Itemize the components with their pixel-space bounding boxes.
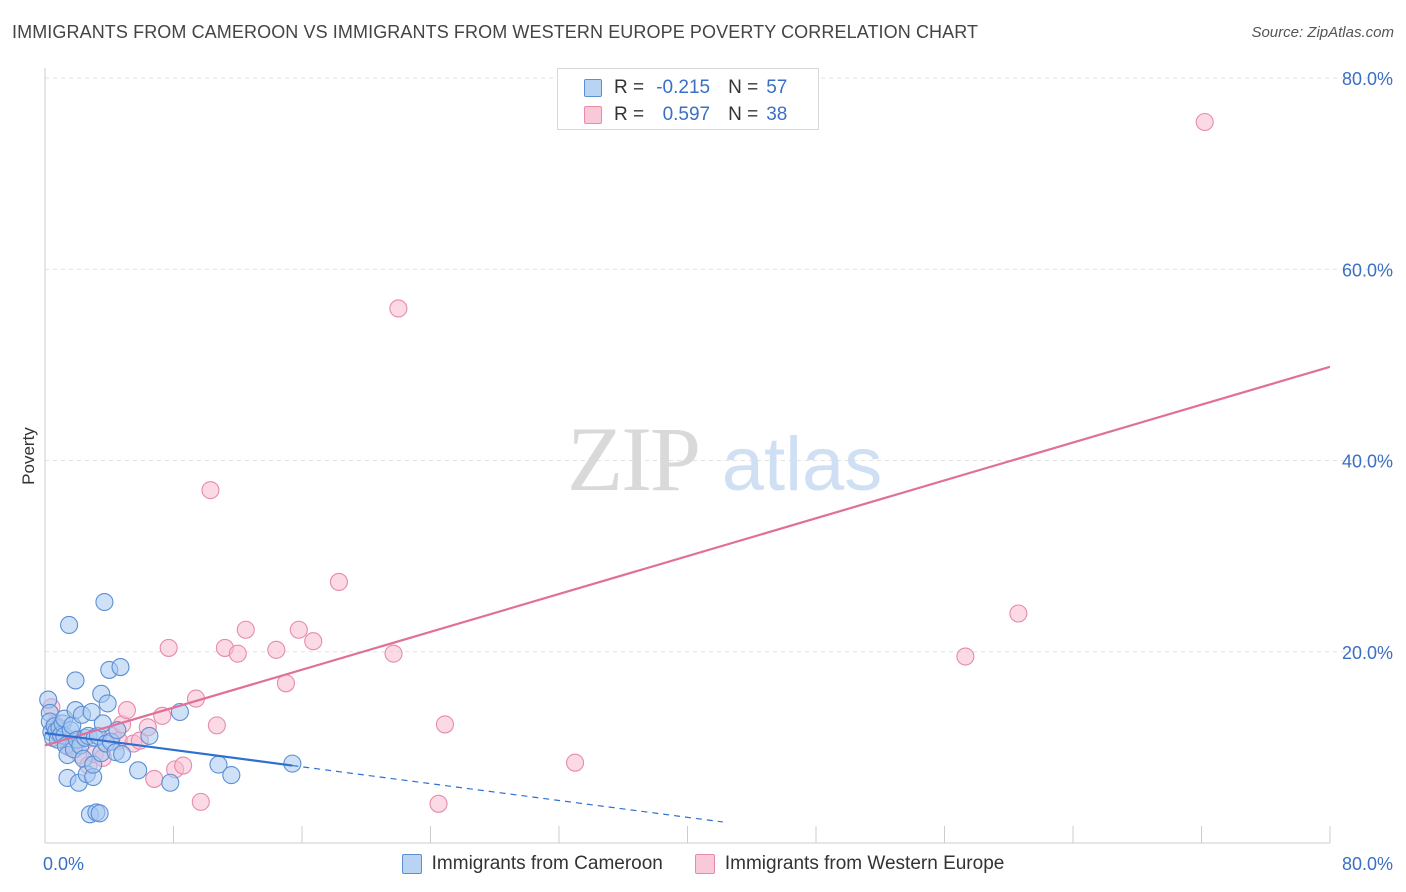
cameroon-point bbox=[129, 761, 148, 780]
western-europe-point bbox=[228, 644, 247, 663]
series-swatch-cameroon bbox=[401, 854, 422, 874]
western-europe-point bbox=[159, 638, 178, 657]
grid-lines bbox=[45, 77, 1392, 653]
western-europe-point bbox=[117, 701, 136, 720]
cameroon-point bbox=[283, 754, 302, 773]
series-name-cameroon: Immigrants from Cameroon bbox=[431, 853, 663, 874]
cameroon-point bbox=[98, 694, 117, 713]
legend-r-value: -0.215 bbox=[656, 77, 711, 98]
y-tick-label: 20.0% bbox=[1342, 643, 1393, 663]
western-europe-point bbox=[145, 769, 164, 788]
cameroon-point bbox=[161, 773, 180, 792]
legend-swatch-western-europe bbox=[584, 106, 602, 124]
legend-n-value: 57 bbox=[766, 77, 788, 98]
cameroon-point bbox=[140, 726, 159, 745]
western-europe-point bbox=[267, 640, 286, 659]
source-credit: Source: ZipAtlas.com bbox=[1251, 24, 1394, 41]
legend-n-value: 38 bbox=[766, 104, 788, 125]
western-europe-point bbox=[207, 716, 226, 735]
watermark: ZIP atlas bbox=[567, 408, 882, 510]
western-europe-point bbox=[1009, 604, 1028, 623]
watermark-zip: ZIP bbox=[567, 408, 699, 510]
x-tick-label: 80.0% bbox=[1342, 854, 1393, 874]
cameroon-points bbox=[39, 592, 302, 824]
legend-n-label: N = bbox=[728, 104, 759, 125]
western-europe-point bbox=[304, 632, 323, 651]
cameroon-point bbox=[222, 766, 241, 785]
tick-labels: 20.0% 40.0% 60.0% 80.0% 0.0% 80.0% bbox=[43, 69, 1393, 874]
chart-title: IMMIGRANTS FROM CAMEROON VS IMMIGRANTS F… bbox=[12, 22, 979, 42]
western-europe-point bbox=[956, 647, 975, 666]
y-tick-label: 40.0% bbox=[1342, 452, 1393, 472]
series-name-western-europe: Immigrants from Western Europe bbox=[724, 853, 1005, 874]
legend-r-label: R = bbox=[614, 104, 645, 125]
legend-row-cameroon: R = -0.215 N = 57 bbox=[584, 76, 787, 100]
western-europe-point bbox=[435, 715, 455, 734]
western-europe-point bbox=[1195, 112, 1214, 132]
legend-n-label: N = bbox=[728, 77, 759, 98]
x-tick-label: 0.0% bbox=[43, 854, 84, 874]
correlation-legend: R = -0.215 N = 57 R = 0.597 N = 38 bbox=[557, 68, 819, 130]
western-europe-point bbox=[429, 794, 448, 813]
y-tick-label: 80.0% bbox=[1342, 69, 1393, 89]
western-europe-point bbox=[174, 756, 193, 775]
series-legend: Immigrants from Cameroon Immigrants from… bbox=[0, 851, 1406, 877]
cameroon-point bbox=[66, 671, 85, 690]
cameroon-trend-line bbox=[44, 731, 293, 767]
western-europe-point bbox=[389, 299, 408, 318]
cameroon-trend-extension bbox=[292, 764, 723, 823]
western-europe-point bbox=[566, 753, 585, 772]
cameroon-point bbox=[90, 804, 109, 823]
series-swatch-western-europe bbox=[694, 854, 715, 874]
legend-swatch-cameroon bbox=[584, 79, 602, 97]
series-legend-western-europe: Immigrants from Western Europe bbox=[694, 853, 1005, 875]
western-europe-point bbox=[201, 481, 220, 500]
cameroon-point bbox=[111, 657, 130, 677]
y-tick-label: 60.0% bbox=[1342, 260, 1393, 280]
cameroon-point bbox=[82, 702, 101, 722]
western-europe-point bbox=[329, 572, 348, 591]
cameroon-point bbox=[95, 592, 114, 612]
western-europe-point bbox=[289, 620, 308, 639]
western-europe-point bbox=[384, 644, 403, 663]
western-europe-point bbox=[191, 792, 210, 811]
legend-r-value: 0.597 bbox=[662, 104, 711, 125]
watermark-atlas: atlas bbox=[722, 422, 883, 507]
cameroon-point bbox=[60, 615, 79, 635]
trend-lines bbox=[44, 365, 1331, 823]
legend-r-label: R = bbox=[614, 77, 645, 98]
series-legend-cameroon: Immigrants from Cameroon bbox=[401, 853, 663, 875]
western-europe-point bbox=[236, 620, 255, 639]
y-axis-label: Poverty bbox=[19, 427, 38, 485]
legend-row-western-europe: R = 0.597 N = 38 bbox=[584, 103, 787, 127]
western-europe-trend-line bbox=[44, 365, 1331, 747]
cameroon-point bbox=[113, 745, 132, 764]
